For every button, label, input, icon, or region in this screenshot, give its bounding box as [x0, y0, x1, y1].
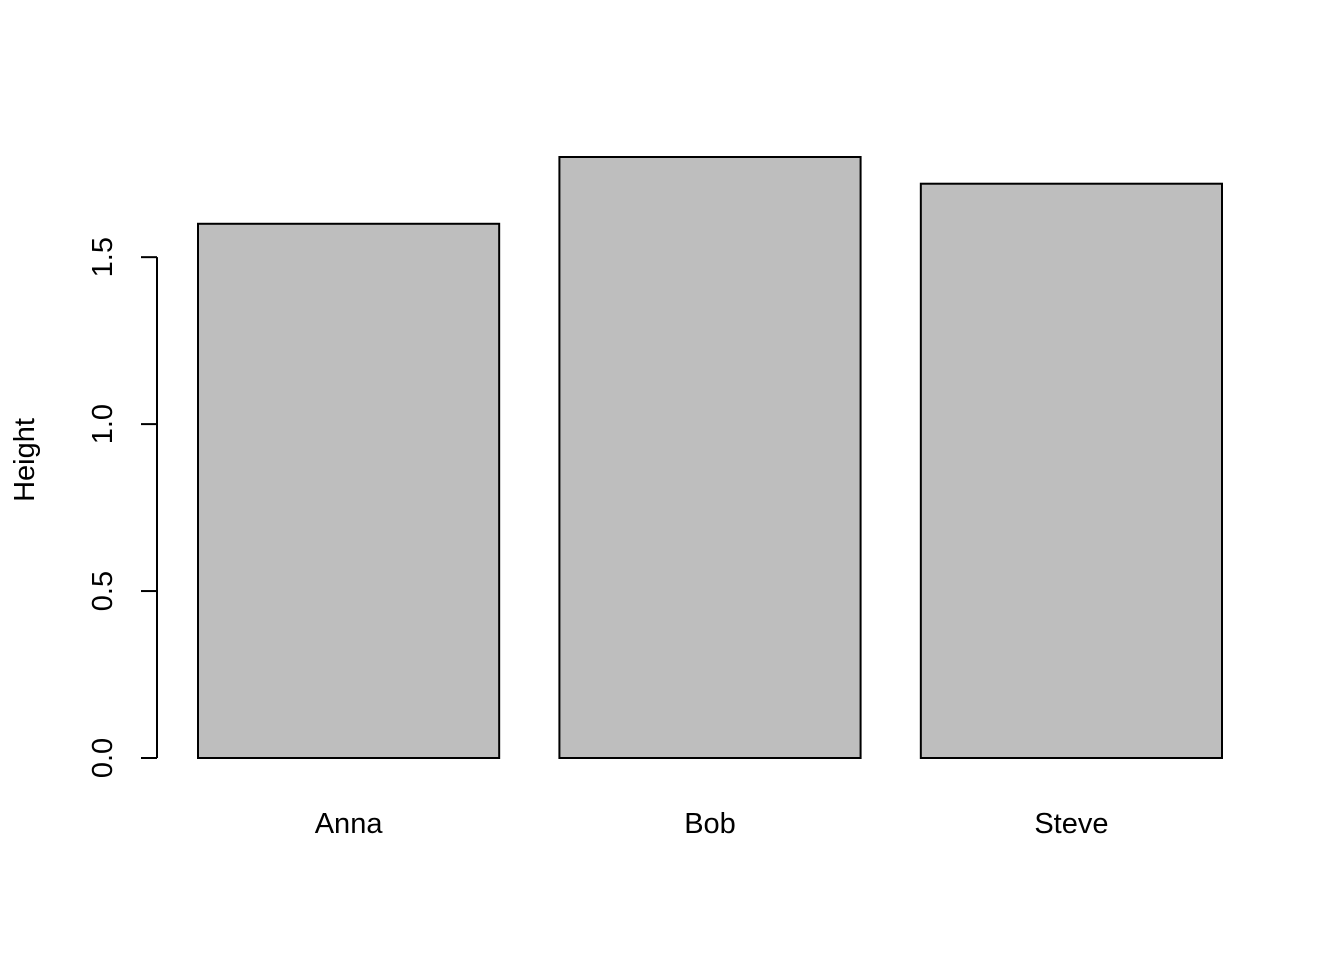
y-tick-label: 1.5 — [87, 237, 119, 277]
y-tick-label: 1.0 — [87, 404, 119, 444]
x-axis-labels: Anna Bob Steve — [315, 808, 1109, 840]
y-axis: 0.0 0.5 1.0 1.5 — [87, 237, 158, 778]
bar-bob — [558, 156, 862, 759]
bars-group — [197, 156, 1224, 759]
x-tick-label-bob: Bob — [684, 808, 736, 840]
y-axis-title: Height — [9, 418, 41, 502]
y-tick-label: 0.0 — [87, 738, 119, 778]
x-tick-label-anna: Anna — [315, 808, 384, 840]
x-tick-label-steve: Steve — [1034, 808, 1108, 840]
bar-steve — [919, 182, 1224, 759]
y-tick-label: 0.5 — [87, 571, 119, 611]
bar-anna — [197, 222, 501, 759]
